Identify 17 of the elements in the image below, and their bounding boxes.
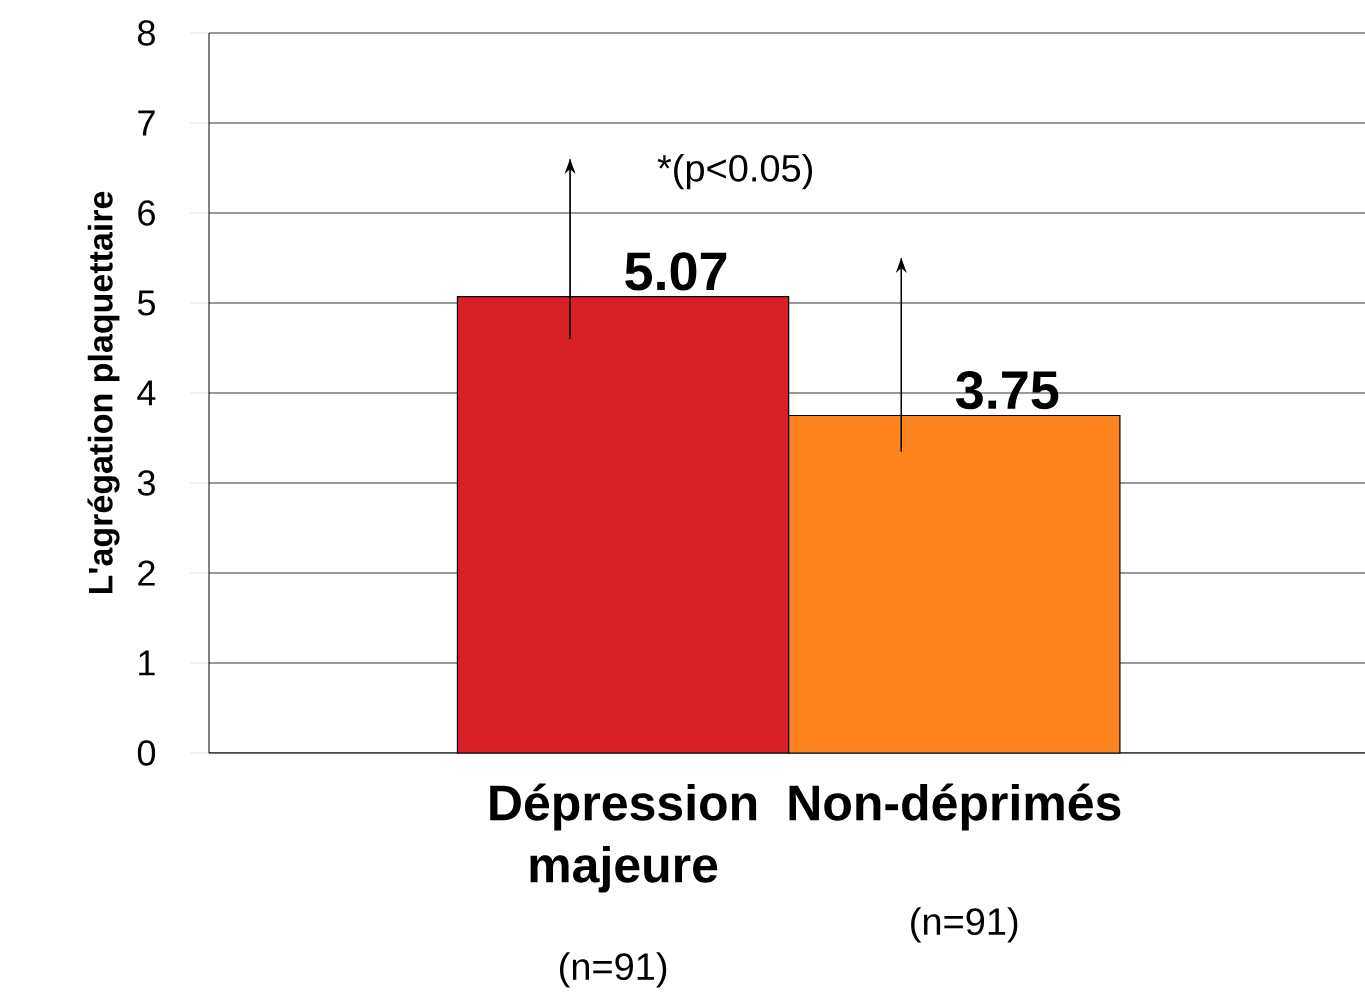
text: (n=91) (911, 907, 1018, 943)
y-tick-label: 6 (138, 200, 155, 226)
y-tick-label: 7 (138, 110, 155, 136)
y-tick-label: 0 (137, 740, 156, 766)
annotation: *(p<0.05) (657, 153, 812, 190)
x-tick-label: Non-déprimés (789, 783, 1121, 831)
data-label: 5.07 (625, 252, 727, 291)
y-tick-label: 5 (137, 290, 155, 316)
y-tick-label: 8 (138, 20, 155, 46)
x-tick-label: Dépression majeure (490, 783, 757, 893)
y-tick-label: 3 (137, 470, 155, 496)
y-tick-label: 4 (137, 380, 156, 406)
y-axis-title: L'agrégation plaquettaire (87, 191, 120, 594)
text: (n=91) (560, 952, 667, 988)
data-label: 3.75 (955, 370, 1059, 410)
y-tick-label: 2 (138, 560, 155, 586)
y-tick-label: 1 (139, 650, 155, 676)
